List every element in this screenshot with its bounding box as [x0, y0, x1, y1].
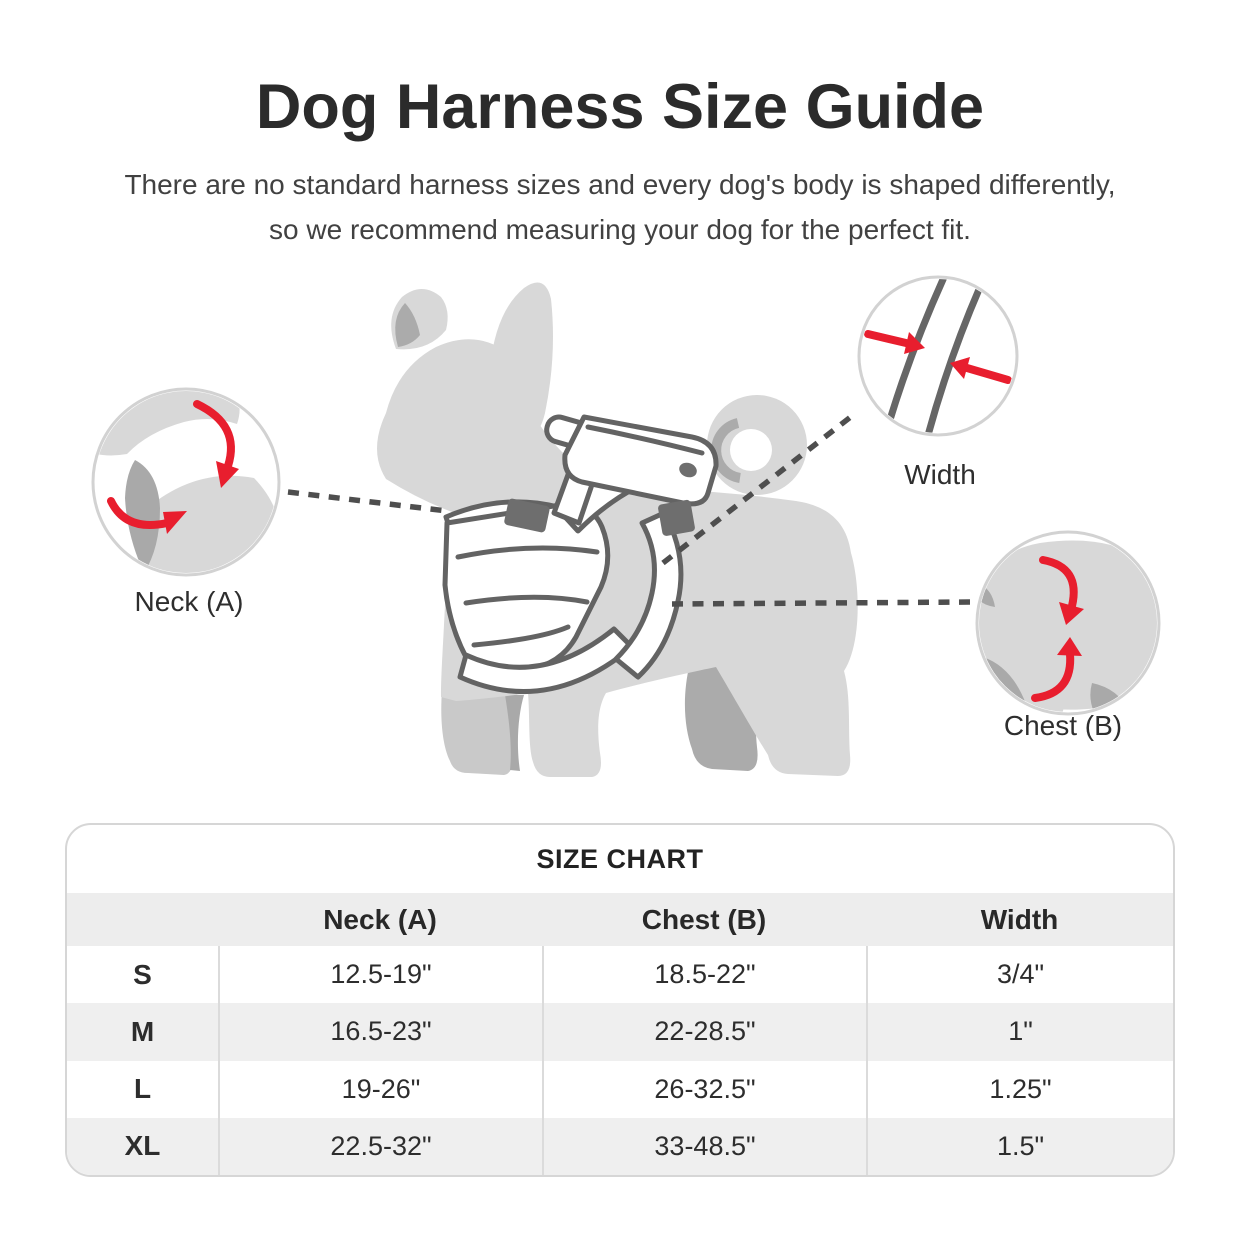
- neck-label: Neck (A): [134, 586, 244, 617]
- size-chart-header-row: Neck (A) Chest (B) Width: [67, 893, 1173, 946]
- strap-width-callout-icon: [857, 275, 1019, 437]
- neck-connector-line: [287, 489, 448, 514]
- page-title: Dog Harness Size Guide: [255, 72, 985, 142]
- size-chart-card: SIZE CHART Neck (A) Chest (B) Width S 12…: [65, 823, 1175, 1177]
- width-value-m: 1": [866, 1003, 1173, 1061]
- measuring-diagram: Neck (A) Width Chest (B): [0, 255, 1240, 815]
- size-xl: XL: [124, 1130, 161, 1162]
- size-s: S: [133, 958, 152, 990]
- width-value-xl: 1.5": [866, 1117, 1173, 1175]
- header: Dog Harness Size Guide There are no stan…: [0, 0, 1240, 252]
- table-row-m: M 16.5-23" 22-28.5" 1": [67, 1003, 1173, 1061]
- width-value-l: 1.25": [866, 1060, 1173, 1118]
- column-header-chest: Chest (B): [641, 903, 767, 935]
- column-header-width: Width: [980, 903, 1059, 935]
- connector-lines: [287, 409, 976, 607]
- table-row-l: L 19-26" 26-32.5" 1.25": [67, 1060, 1173, 1118]
- table-row-xl: XL 22.5-32" 33-48.5" 1.5": [67, 1117, 1173, 1175]
- neck-value-s: 12.5-19": [218, 946, 542, 1004]
- neck-value-l: 19-26": [218, 1060, 542, 1118]
- size-chart-title: SIZE CHART: [536, 843, 704, 874]
- column-header-size: [67, 893, 218, 946]
- neck-measure-callout-icon: [91, 387, 281, 577]
- page-subtitle-line2: so we recommend measuring your dog for t…: [269, 214, 971, 245]
- neck-value-m: 16.5-23": [218, 1003, 542, 1061]
- chest-measure-callout-icon: [975, 530, 1161, 716]
- page-subtitle: There are no standard harness sizes and …: [0, 162, 1240, 252]
- size-l: L: [133, 1073, 152, 1105]
- chest-value-s: 18.5-22": [542, 946, 866, 1004]
- chest-label: Chest (B): [1003, 710, 1123, 741]
- neck-value-xl: 22.5-32": [218, 1117, 542, 1175]
- dog-harness-illustration: [91, 275, 1161, 777]
- width-label: Width: [904, 459, 976, 490]
- chest-connector-line: [671, 599, 976, 607]
- chest-value-m: 22-28.5": [542, 1003, 866, 1061]
- width-value-s: 3/4": [866, 946, 1173, 1004]
- chest-value-l: 26-32.5": [542, 1060, 866, 1118]
- chest-value-xl: 33-48.5": [542, 1117, 866, 1175]
- page-subtitle-line1: There are no standard harness sizes and …: [124, 169, 1116, 200]
- column-header-neck: Neck (A): [323, 903, 437, 935]
- harness-icon: [442, 414, 719, 695]
- table-row-s: S 12.5-19" 18.5-22" 3/4": [67, 946, 1173, 1004]
- size-m: M: [130, 1015, 155, 1047]
